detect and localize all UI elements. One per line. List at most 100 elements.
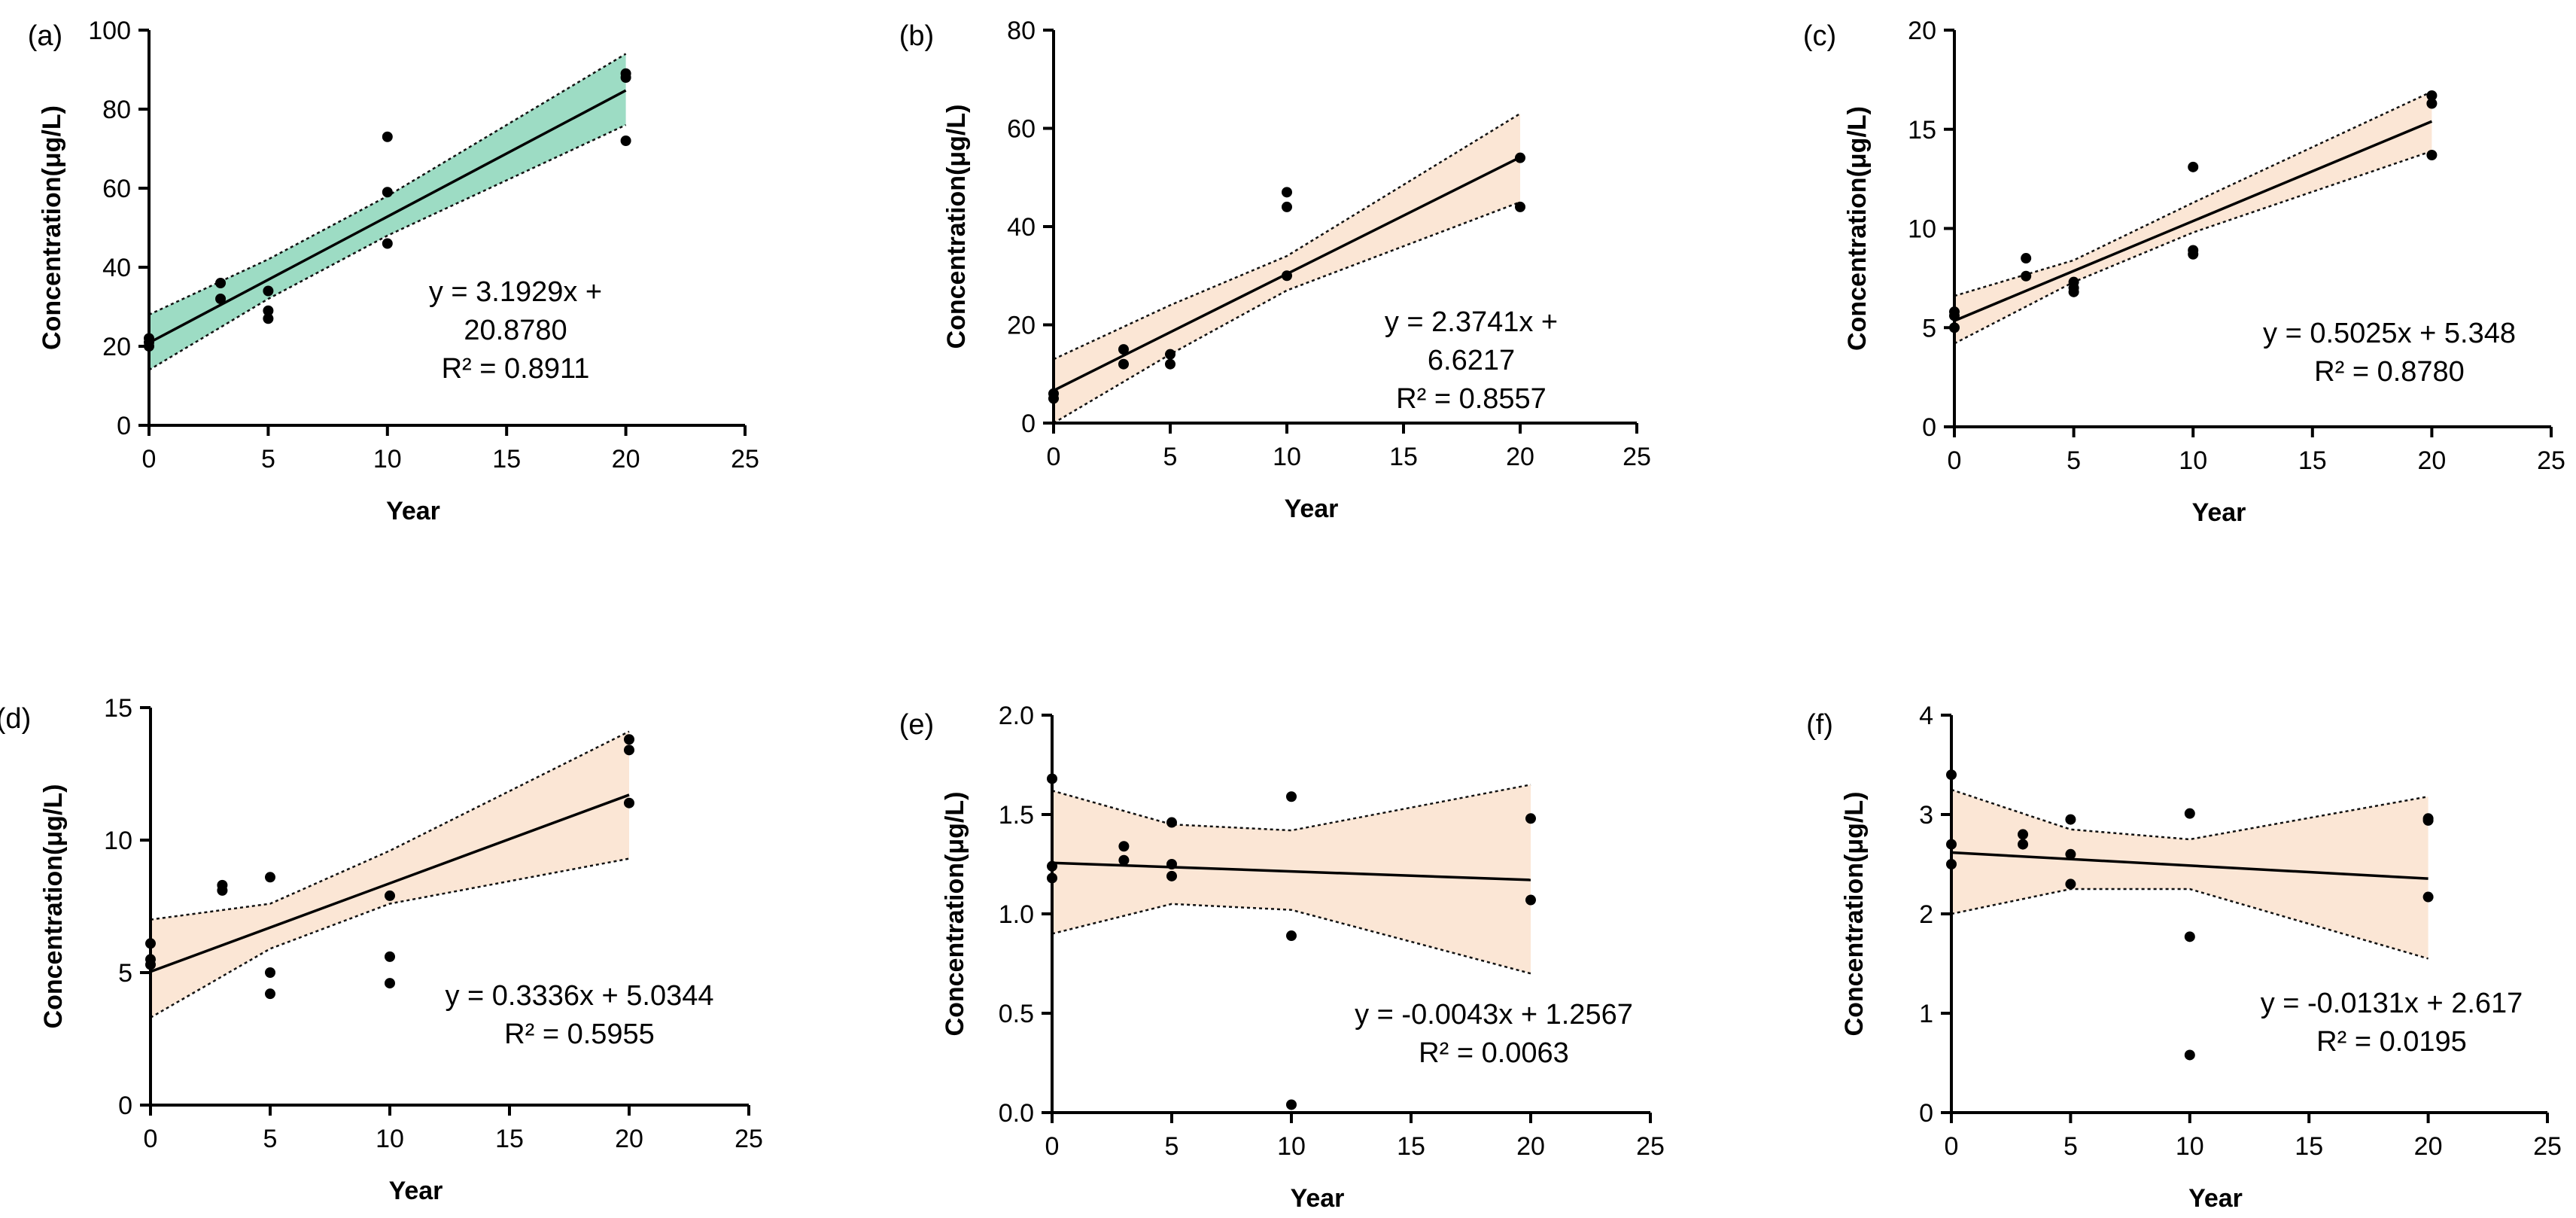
ci-upper-line bbox=[151, 730, 630, 921]
x-tick-label: 5 bbox=[261, 445, 275, 473]
x-tick-label: 10 bbox=[2176, 1132, 2204, 1161]
panel-d: (d) Concentration(μg/L) Year y = 0.3336x… bbox=[0, 694, 763, 1205]
data-point bbox=[620, 136, 631, 146]
data-point bbox=[385, 951, 395, 962]
data-point bbox=[1946, 769, 1957, 781]
y-tick-label: 1.0 bbox=[999, 900, 1034, 929]
y-tick-label: 20 bbox=[1908, 17, 1936, 45]
x-tick-label: 0 bbox=[144, 1125, 158, 1153]
y-tick-label: 4 bbox=[1919, 702, 1933, 730]
data-point bbox=[1166, 817, 1177, 828]
x-tick-label: 25 bbox=[2533, 1132, 2562, 1161]
data-point bbox=[1949, 322, 1960, 333]
x-tick-label: 0 bbox=[1945, 1132, 1959, 1161]
data-point bbox=[1047, 872, 1057, 884]
regression-line bbox=[150, 793, 630, 973]
data-point bbox=[2188, 245, 2199, 256]
x-tick-label: 10 bbox=[1277, 1132, 1306, 1161]
data-point bbox=[2188, 161, 2199, 172]
panel-label: (d) bbox=[0, 703, 31, 735]
y-tick-label: 2 bbox=[1919, 900, 1933, 929]
data-point bbox=[2422, 813, 2434, 824]
data-point bbox=[144, 333, 154, 344]
y-tick-label: 60 bbox=[102, 175, 131, 203]
data-point bbox=[1525, 894, 1536, 906]
data-point bbox=[1118, 358, 1129, 370]
data-point bbox=[2422, 891, 2434, 903]
y-tick-label: 1.5 bbox=[999, 801, 1034, 830]
ci-lower-line bbox=[1054, 201, 1521, 423]
data-point bbox=[2021, 270, 2032, 282]
y-tick-label: 15 bbox=[1908, 116, 1936, 145]
x-tick-label: 15 bbox=[1397, 1132, 1425, 1161]
x-tick-label: 20 bbox=[2414, 1132, 2443, 1161]
y-tick-label: 10 bbox=[104, 827, 132, 855]
data-point bbox=[1286, 791, 1297, 802]
data-point bbox=[382, 131, 393, 142]
ci-upper-line bbox=[1954, 90, 2432, 297]
x-tick-label: 0 bbox=[1045, 1132, 1060, 1161]
data-point bbox=[1286, 930, 1297, 942]
y-axis-title: Concentration(μg/L) bbox=[39, 784, 68, 1029]
data-point bbox=[2065, 848, 2076, 860]
x-tick-label: 15 bbox=[2298, 446, 2327, 475]
data-point bbox=[215, 278, 227, 288]
panel-label: (e) bbox=[899, 709, 934, 741]
y-axis-title: Concentration(μg/L) bbox=[1843, 106, 1872, 351]
data-point bbox=[382, 238, 393, 249]
data-point bbox=[2426, 90, 2438, 101]
panel-label: (c) bbox=[1803, 20, 1836, 52]
data-point bbox=[145, 938, 156, 949]
data-point bbox=[2065, 814, 2076, 825]
equation-line-1: y = -0.0043x + 1.2567 bbox=[1355, 999, 1633, 1031]
x-tick-label: 25 bbox=[731, 445, 759, 473]
data-point bbox=[2426, 98, 2438, 109]
regression-line bbox=[1951, 851, 2428, 880]
panel-e: (e) Concentration(μg/L) Year y = -0.0043… bbox=[899, 702, 1665, 1213]
y-axis-title: Concentration(μg/L) bbox=[1840, 792, 1869, 1037]
data-point bbox=[1166, 870, 1177, 882]
x-tick-label: 25 bbox=[1636, 1132, 1665, 1161]
data-point bbox=[1165, 349, 1175, 360]
x-tick-label: 10 bbox=[2179, 446, 2207, 475]
data-point bbox=[624, 797, 634, 808]
data-point bbox=[145, 954, 156, 965]
ci-lower-line bbox=[1951, 888, 2428, 960]
data-point bbox=[1118, 344, 1129, 355]
y-tick-label: 15 bbox=[104, 694, 132, 723]
y-tick-label: 0 bbox=[118, 1092, 132, 1120]
data-point bbox=[1949, 306, 1960, 318]
data-point bbox=[1047, 860, 1057, 872]
equation-line-3: R² = 0.8911 bbox=[442, 353, 590, 385]
y-tick-label: 0 bbox=[1922, 413, 1936, 442]
data-point bbox=[263, 285, 274, 297]
x-tick-label: 0 bbox=[1047, 443, 1061, 471]
equation-line-2: R² = 0.5955 bbox=[504, 1019, 655, 1050]
data-point bbox=[1048, 388, 1059, 399]
x-tick-label: 15 bbox=[2295, 1132, 2323, 1161]
y-tick-label: 1 bbox=[1919, 1000, 1933, 1028]
ci-lower-line bbox=[151, 857, 630, 1019]
confidence-band bbox=[151, 731, 629, 1018]
y-tick-label: 20 bbox=[102, 333, 131, 361]
equation-line-2: R² = 0.8780 bbox=[2314, 356, 2465, 388]
regression-line bbox=[1954, 120, 2433, 322]
data-point bbox=[263, 313, 274, 324]
x-axis-title: Year bbox=[386, 497, 440, 525]
x-tick-label: 15 bbox=[492, 445, 521, 473]
data-point bbox=[217, 879, 228, 891]
data-point bbox=[1118, 841, 1130, 852]
panel-label: (b) bbox=[899, 20, 934, 52]
data-point bbox=[263, 305, 274, 316]
data-point bbox=[385, 978, 395, 989]
equation-line-1: y = 3.1929x + bbox=[429, 276, 602, 308]
equation-line-1: y = 2.3741x + bbox=[1385, 306, 1558, 338]
ci-upper-line bbox=[1951, 788, 2428, 841]
ci-upper-line bbox=[149, 53, 627, 316]
equation-line-2: 6.6217 bbox=[1428, 345, 1515, 376]
data-point bbox=[385, 890, 395, 901]
data-point bbox=[1946, 839, 1957, 850]
equation-line-1: y = -0.0131x + 2.617 bbox=[2261, 988, 2523, 1019]
x-tick-label: 15 bbox=[495, 1125, 524, 1153]
